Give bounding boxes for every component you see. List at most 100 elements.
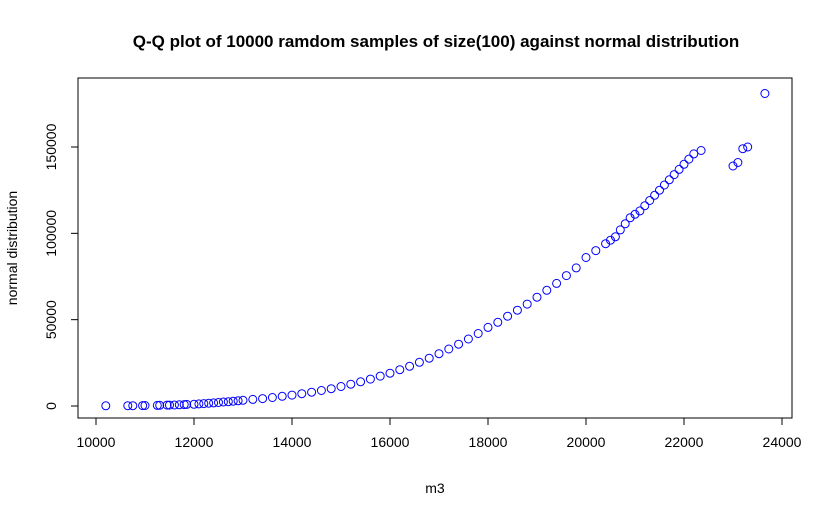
- data-point: [532, 292, 542, 302]
- data-point: [182, 399, 192, 409]
- data-point: [233, 396, 243, 406]
- y-axis: 0 50000 100000 150000: [43, 123, 79, 410]
- data-point: [123, 401, 133, 411]
- data-point: [162, 400, 172, 410]
- x-tick-label: 14000: [273, 434, 312, 450]
- y-tick-label: 0: [43, 402, 59, 410]
- data-point: [743, 142, 753, 152]
- x-tick-label: 10000: [77, 434, 116, 450]
- data-point: [473, 329, 483, 338]
- data-point: [738, 144, 748, 154]
- data-point: [561, 271, 571, 281]
- data-point: [165, 400, 174, 410]
- data-point: [483, 322, 493, 332]
- data-point: [179, 400, 189, 410]
- data-points: [101, 89, 770, 411]
- data-point: [733, 158, 743, 167]
- data-point: [669, 170, 679, 180]
- data-point: [571, 263, 581, 273]
- x-tick-label: 12000: [175, 434, 214, 450]
- data-point: [336, 382, 346, 391]
- data-point: [375, 371, 385, 381]
- data-point: [679, 159, 689, 169]
- data-point: [512, 305, 522, 315]
- data-point: [395, 365, 405, 375]
- data-point: [238, 395, 248, 405]
- plot-frame: [77, 77, 793, 419]
- data-point: [140, 401, 150, 410]
- data-point: [655, 185, 664, 195]
- data-point: [650, 190, 660, 200]
- data-point: [674, 164, 684, 174]
- data-point: [760, 89, 770, 98]
- data-point: [223, 397, 233, 407]
- data-point: [606, 235, 615, 245]
- data-point: [218, 397, 228, 407]
- data-point: [204, 398, 214, 408]
- data-point: [414, 357, 424, 367]
- y-axis-label: normal distribution: [4, 191, 20, 305]
- data-point: [194, 399, 204, 409]
- data-point: [248, 394, 258, 404]
- y-tick-label: 100000: [43, 210, 59, 257]
- data-point: [228, 396, 238, 406]
- y-tick-label: 150000: [43, 123, 59, 170]
- data-point: [326, 384, 336, 394]
- data-point: [258, 394, 268, 404]
- data-point: [169, 400, 179, 410]
- data-point: [635, 206, 645, 216]
- data-point: [174, 400, 184, 410]
- data-point: [434, 349, 444, 359]
- data-point: [128, 401, 138, 411]
- data-point: [277, 391, 287, 401]
- data-point: [552, 278, 562, 288]
- data-point: [542, 285, 552, 295]
- data-point: [287, 390, 297, 400]
- data-point: [297, 389, 307, 399]
- data-point: [696, 146, 706, 155]
- data-point: [689, 149, 699, 159]
- x-tick-label: 18000: [469, 434, 508, 450]
- data-point: [316, 386, 326, 395]
- x-axis: 10000 12000 14000 16000 18000 20000 22000 24000: [77, 417, 802, 450]
- data-point: [356, 377, 366, 387]
- data-point: [346, 379, 356, 389]
- data-point: [503, 311, 513, 321]
- data-point: [581, 253, 591, 262]
- y-tick-label: 50000: [43, 300, 59, 339]
- data-point: [640, 201, 650, 211]
- data-point: [365, 374, 375, 384]
- chart-title: Q-Q plot of 10000 ramdom samples of size…: [133, 32, 739, 51]
- data-point: [615, 225, 625, 235]
- data-point: [189, 399, 199, 409]
- data-point: [444, 344, 454, 354]
- data-point: [463, 334, 473, 344]
- data-point: [684, 154, 694, 164]
- data-point: [214, 398, 223, 407]
- data-point: [307, 387, 317, 397]
- data-point: [620, 219, 630, 229]
- data-point: [591, 246, 601, 256]
- data-point: [209, 398, 219, 408]
- data-point: [385, 368, 395, 378]
- x-tick-label: 16000: [371, 434, 410, 450]
- data-point: [152, 400, 162, 410]
- data-point: [454, 339, 464, 349]
- data-point: [664, 175, 674, 185]
- data-point: [659, 180, 669, 190]
- x-tick-label: 22000: [665, 434, 704, 450]
- data-point: [493, 317, 503, 327]
- data-point: [610, 232, 620, 242]
- data-point: [424, 353, 434, 363]
- data-point: [267, 393, 277, 402]
- data-point: [101, 401, 111, 411]
- x-tick-label: 20000: [567, 434, 606, 450]
- x-tick-label: 24000: [763, 434, 802, 450]
- data-point: [630, 209, 640, 219]
- data-point: [645, 196, 655, 205]
- data-point: [522, 299, 532, 309]
- data-point: [199, 399, 209, 409]
- data-point: [405, 361, 415, 371]
- data-point: [155, 400, 165, 410]
